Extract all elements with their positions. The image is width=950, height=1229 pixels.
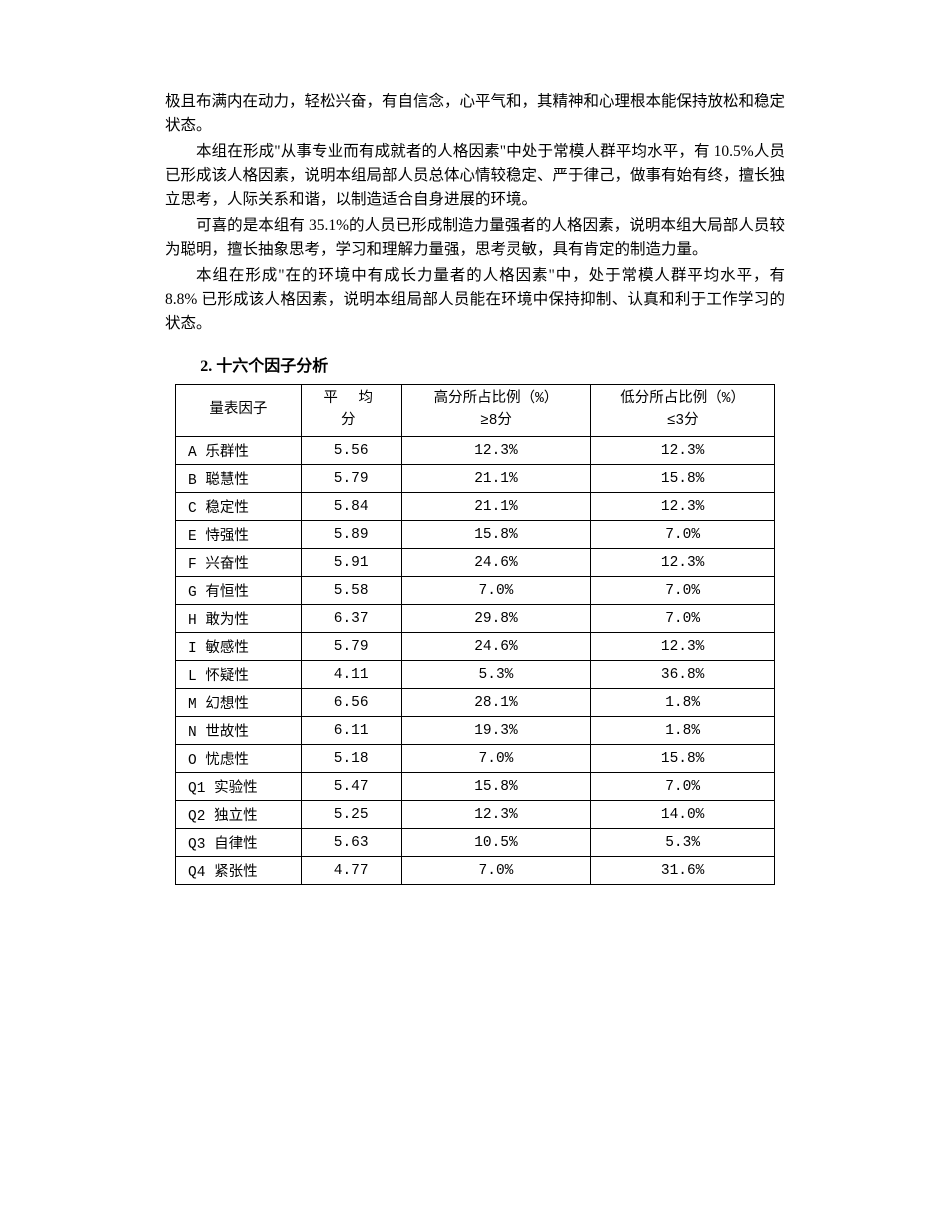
table-row: E 恃强性5.8915.8%7.0% [176,521,775,549]
table-header-row: 量表因子 平 均 分 高分所占比例（%） ≥8分 低分所占比例（%） ≤3分 [176,385,775,437]
paragraph-4: 本组在形成"在的环境中有成长力量者的人格因素"中，处于常模人群平均水平，有 8.… [165,264,785,336]
cell-high: 19.3% [401,717,591,745]
table-row: N 世故性6.1119.3%1.8% [176,717,775,745]
cell-low: 7.0% [591,577,775,605]
table-row: H 敢为性6.3729.8%7.0% [176,605,775,633]
cell-high: 7.0% [401,857,591,885]
col-header-low-line2: ≤3分 [667,413,699,429]
cell-avg: 5.58 [301,577,401,605]
cell-high: 15.8% [401,773,591,801]
cell-low: 1.8% [591,717,775,745]
cell-low: 15.8% [591,745,775,773]
col-header-high-line1: 高分所占比例（%） [434,391,559,407]
cell-factor: B 聪慧性 [176,465,302,493]
cell-factor: Q1 实验性 [176,773,302,801]
cell-avg: 5.18 [301,745,401,773]
cell-high: 21.1% [401,465,591,493]
cell-avg: 6.37 [301,605,401,633]
cell-high: 28.1% [401,689,591,717]
cell-low: 5.3% [591,829,775,857]
factor-table-wrapper: 量表因子 平 均 分 高分所占比例（%） ≥8分 低分所占比例（%） ≤3分 A… [175,384,785,885]
cell-factor: L 怀疑性 [176,661,302,689]
cell-factor: Q4 紧张性 [176,857,302,885]
cell-high: 21.1% [401,493,591,521]
cell-high: 5.3% [401,661,591,689]
cell-avg: 5.84 [301,493,401,521]
cell-high: 29.8% [401,605,591,633]
cell-high: 7.0% [401,577,591,605]
col-header-avg: 平 均 分 [301,385,401,437]
cell-high: 24.6% [401,633,591,661]
cell-low: 1.8% [591,689,775,717]
table-row: O 忧虑性5.187.0%15.8% [176,745,775,773]
cell-factor: C 稳定性 [176,493,302,521]
table-row: Q1 实验性5.4715.8%7.0% [176,773,775,801]
col-header-high-line2: ≥8分 [480,413,512,429]
cell-avg: 5.25 [301,801,401,829]
table-row: M 幻想性6.5628.1%1.8% [176,689,775,717]
cell-low: 7.0% [591,605,775,633]
cell-factor: O 忧虑性 [176,745,302,773]
section-heading: 2. 十六个因子分析 [200,352,785,376]
cell-avg: 6.56 [301,689,401,717]
paragraph-3: 可喜的是本组有 35.1%的人员已形成制造力量强者的人格因素，说明本组大局部人员… [165,214,785,262]
paragraph-1: 极且布满内在动力，轻松兴奋，有自信念，心平气和，其精神和心理根本能保持放松和稳定… [165,90,785,138]
cell-avg: 5.91 [301,549,401,577]
cell-low: 12.3% [591,437,775,465]
cell-low: 31.6% [591,857,775,885]
cell-factor: E 恃强性 [176,521,302,549]
col-header-low: 低分所占比例（%） ≤3分 [591,385,775,437]
cell-avg: 5.79 [301,633,401,661]
col-header-factor: 量表因子 [176,385,302,437]
cell-high: 12.3% [401,801,591,829]
cell-factor: H 敢为性 [176,605,302,633]
cell-factor: N 世故性 [176,717,302,745]
table-row: C 稳定性5.8421.1%12.3% [176,493,775,521]
cell-low: 12.3% [591,493,775,521]
cell-avg: 5.47 [301,773,401,801]
table-row: B 聪慧性5.7921.1%15.8% [176,465,775,493]
table-row: L 怀疑性4.115.3%36.8% [176,661,775,689]
cell-factor: F 兴奋性 [176,549,302,577]
cell-high: 7.0% [401,745,591,773]
table-row: G 有恒性5.587.0%7.0% [176,577,775,605]
cell-avg: 6.11 [301,717,401,745]
table-row: Q2 独立性5.2512.3%14.0% [176,801,775,829]
cell-low: 15.8% [591,465,775,493]
cell-avg: 4.77 [301,857,401,885]
cell-factor: Q2 独立性 [176,801,302,829]
table-row: Q4 紧张性4.777.0%31.6% [176,857,775,885]
cell-low: 7.0% [591,521,775,549]
cell-avg: 4.11 [301,661,401,689]
table-row: A 乐群性5.5612.3%12.3% [176,437,775,465]
cell-avg: 5.79 [301,465,401,493]
cell-factor: A 乐群性 [176,437,302,465]
cell-high: 15.8% [401,521,591,549]
cell-avg: 5.89 [301,521,401,549]
paragraph-2: 本组在形成"从事专业而有成就者的人格因素"中处于常模人群平均水平，有 10.5%… [165,140,785,212]
col-header-low-line1: 低分所占比例（%） [620,391,745,407]
cell-factor: M 幻想性 [176,689,302,717]
table-row: Q3 自律性5.6310.5%5.3% [176,829,775,857]
cell-low: 14.0% [591,801,775,829]
cell-high: 12.3% [401,437,591,465]
cell-avg: 5.56 [301,437,401,465]
cell-low: 7.0% [591,773,775,801]
cell-factor: Q3 自律性 [176,829,302,857]
cell-low: 12.3% [591,549,775,577]
table-row: F 兴奋性5.9124.6%12.3% [176,549,775,577]
cell-low: 36.8% [591,661,775,689]
cell-low: 12.3% [591,633,775,661]
factor-table: 量表因子 平 均 分 高分所占比例（%） ≥8分 低分所占比例（%） ≤3分 A… [175,384,775,885]
cell-avg: 5.63 [301,829,401,857]
table-row: I 敏感性5.7924.6%12.3% [176,633,775,661]
col-header-high: 高分所占比例（%） ≥8分 [401,385,591,437]
cell-factor: I 敏感性 [176,633,302,661]
cell-high: 24.6% [401,549,591,577]
cell-high: 10.5% [401,829,591,857]
cell-factor: G 有恒性 [176,577,302,605]
